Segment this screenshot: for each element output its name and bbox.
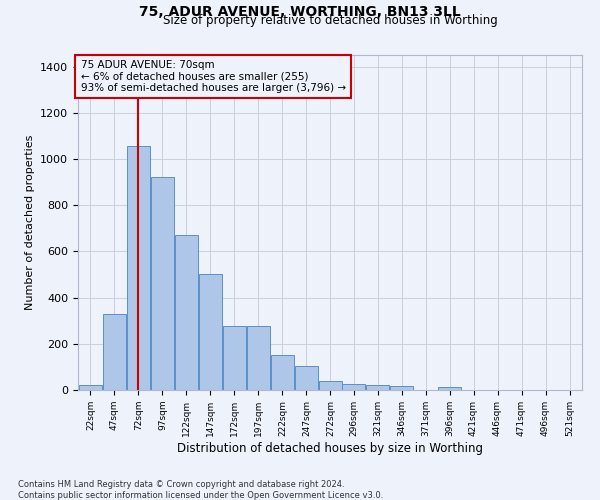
Bar: [319, 381, 342, 390]
Bar: [342, 384, 365, 390]
Bar: [151, 178, 174, 390]
X-axis label: Distribution of detached houses by size in Worthing: Distribution of detached houses by size …: [177, 442, 483, 454]
Bar: [103, 314, 126, 390]
Text: 75 ADUR AVENUE: 70sqm
← 6% of detached houses are smaller (255)
93% of semi-deta: 75 ADUR AVENUE: 70sqm ← 6% of detached h…: [80, 60, 346, 93]
Bar: [271, 354, 294, 390]
Text: Contains HM Land Registry data © Crown copyright and database right 2024.
Contai: Contains HM Land Registry data © Crown c…: [18, 480, 383, 500]
Bar: [127, 146, 150, 390]
Bar: [438, 387, 461, 390]
Bar: [223, 326, 246, 390]
Bar: [175, 235, 198, 390]
Y-axis label: Number of detached properties: Number of detached properties: [25, 135, 35, 310]
Bar: [295, 366, 318, 390]
Text: 75, ADUR AVENUE, WORTHING, BN13 3LL: 75, ADUR AVENUE, WORTHING, BN13 3LL: [139, 5, 461, 19]
Bar: [79, 385, 102, 390]
Bar: [199, 274, 222, 390]
Bar: [247, 326, 270, 390]
Title: Size of property relative to detached houses in Worthing: Size of property relative to detached ho…: [163, 14, 497, 28]
Bar: [366, 385, 389, 390]
Bar: [390, 386, 413, 390]
